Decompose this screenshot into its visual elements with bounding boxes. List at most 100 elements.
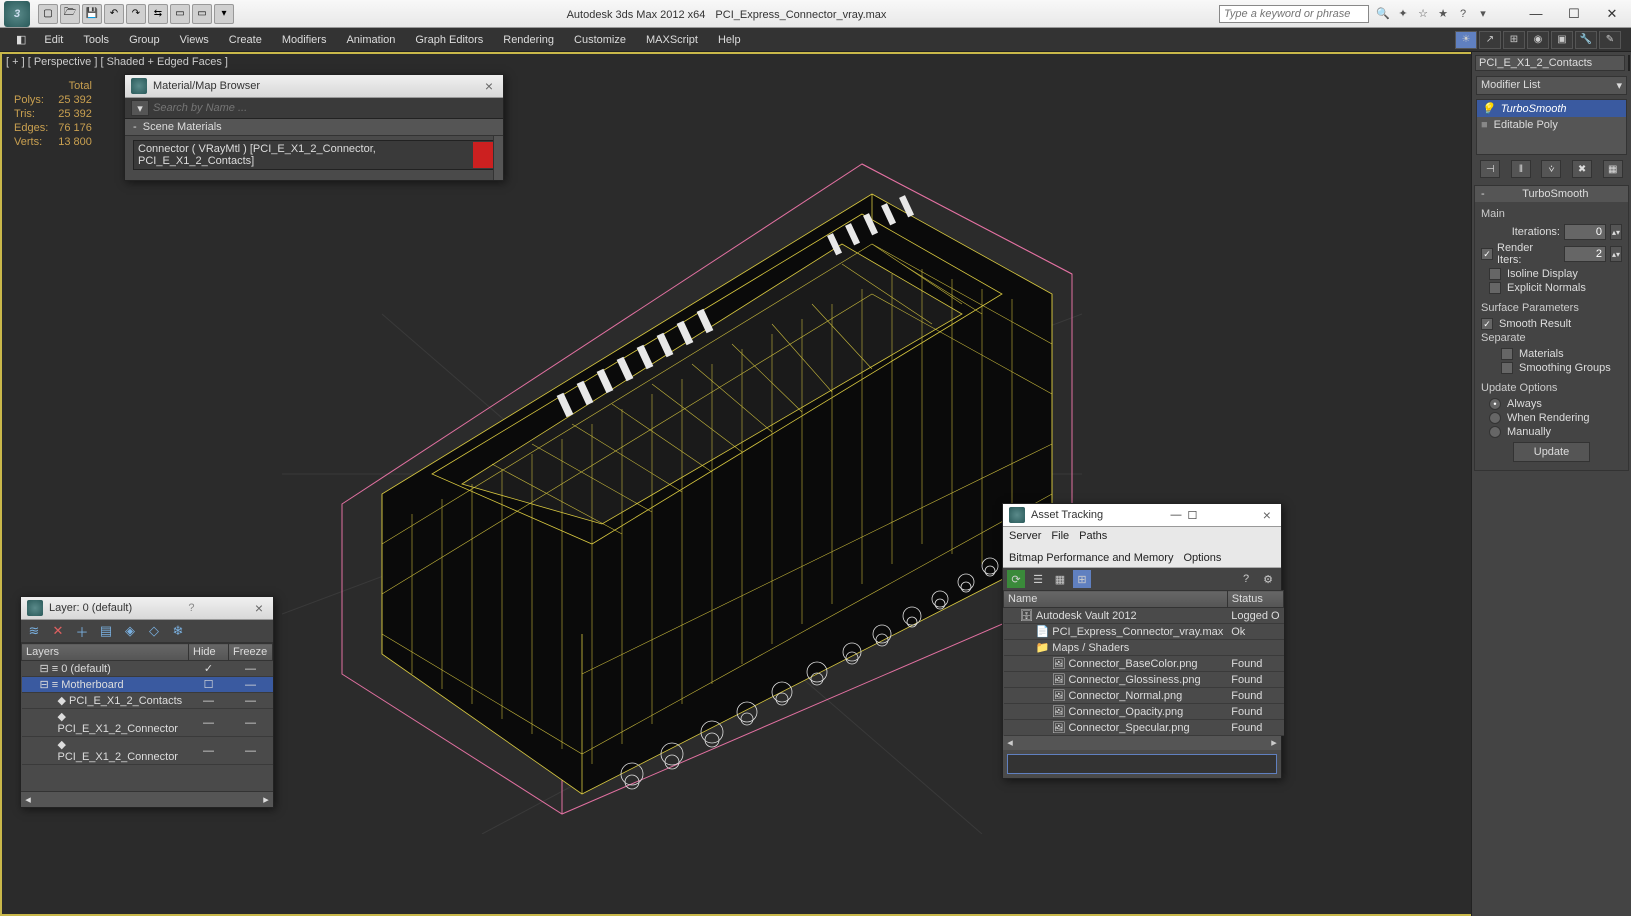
render-iters-spinner[interactable]: 2 [1564, 246, 1606, 262]
col-layers[interactable]: Layers [22, 644, 189, 661]
layer-row[interactable]: ◆ PCI_E_X1_2_Contacts—— [22, 693, 273, 709]
layer-panel-close-icon[interactable]: × [251, 600, 267, 616]
material-item[interactable]: Connector ( VRayMtl ) [PCI_E_X1_2_Connec… [133, 140, 495, 170]
smoothing-groups-checkbox[interactable] [1501, 362, 1513, 374]
rollout-header[interactable]: - TurboSmooth [1475, 186, 1628, 202]
asset-row[interactable]: 🗄 Autodesk Vault 2012Logged O [1004, 608, 1284, 624]
tab-hierarchy-icon[interactable]: ⊞ [1503, 31, 1525, 49]
material-browser-titlebar[interactable]: Material/Map Browser × [125, 75, 503, 98]
asset-minimize-icon[interactable]: — [1171, 509, 1182, 521]
object-color-swatch[interactable] [1628, 55, 1630, 71]
list-icon[interactable]: ☰ [1029, 570, 1047, 588]
modifier-list-dropdown[interactable]: Modifier List▾ [1476, 76, 1627, 95]
tab-motion-icon[interactable]: ◉ [1527, 31, 1549, 49]
iterations-spinner[interactable]: 0 [1564, 224, 1606, 240]
tab-modify-icon[interactable]: ↗ [1479, 31, 1501, 49]
modifier-item-turbosmooth[interactable]: 💡 TurboSmooth [1477, 100, 1626, 117]
asset-maximize-icon[interactable]: ☐ [1188, 509, 1198, 522]
grid-small-icon[interactable]: ▦ [1051, 570, 1069, 588]
asset-help-icon[interactable]: ? [1237, 570, 1255, 588]
hide-layer-icon[interactable]: ◇ [145, 622, 163, 640]
show-end-icon[interactable]: ‖ [1511, 160, 1531, 178]
asset-row[interactable]: 🖼 Connector_Opacity.pngFound [1004, 704, 1284, 720]
modifier-stack[interactable]: 💡 TurboSmooth ■ Editable Poly [1476, 99, 1627, 155]
search-options-dropdown[interactable]: ▾ [131, 100, 149, 116]
asset-row[interactable]: 🖼 Connector_BaseColor.pngFound [1004, 656, 1284, 672]
qat-link-icon[interactable]: ⇆ [148, 4, 168, 24]
menu-rendering[interactable]: Rendering [493, 31, 564, 49]
material-browser-close-icon[interactable]: × [481, 78, 497, 94]
qat-save-icon[interactable]: 💾 [82, 4, 102, 24]
tab-display-icon[interactable]: ▣ [1551, 31, 1573, 49]
asset-row[interactable]: 🖼 Connector_Specular.pngFound [1004, 720, 1284, 736]
grid-large-icon[interactable]: ⊞ [1073, 570, 1091, 588]
configure-icon[interactable]: ▦ [1603, 160, 1623, 178]
asset-scroll-right-icon[interactable]: ▸ [1267, 736, 1281, 750]
menu-app-icon[interactable]: ◧ [10, 33, 32, 46]
key-icon[interactable]: ✦ [1395, 6, 1411, 22]
asset-row[interactable]: 🖼 Connector_Normal.pngFound [1004, 688, 1284, 704]
tab-utilities-icon[interactable]: 🔧 [1575, 31, 1597, 49]
asset-horizontal-scrollbar[interactable]: ◂ ▸ [1003, 736, 1281, 750]
remove-mod-icon[interactable]: ✖ [1572, 160, 1592, 178]
menu-tools[interactable]: Tools [73, 31, 119, 49]
object-name-input[interactable] [1475, 55, 1625, 71]
layer-row[interactable]: ◆ PCI_E_X1_2_Connector—— [22, 709, 273, 737]
scroll-right-icon[interactable]: ▸ [259, 793, 273, 806]
asset-settings-icon[interactable]: ⚙ [1259, 570, 1277, 588]
scroll-left-icon[interactable]: ◂ [21, 793, 35, 806]
update-button[interactable]: Update [1513, 442, 1590, 462]
qat-more-icon[interactable]: ▾ [214, 4, 234, 24]
menu-help[interactable]: Help [708, 31, 751, 49]
qat-view2-icon[interactable]: ▭ [192, 4, 212, 24]
asset-panel-titlebar[interactable]: Asset Tracking — ☐ × [1003, 504, 1281, 527]
qat-new-icon[interactable]: ▢ [38, 4, 58, 24]
favorite-icon[interactable]: ★ [1435, 6, 1451, 22]
new-layer-icon[interactable]: ≋ [25, 622, 43, 640]
qat-open-icon[interactable]: 🗁 [60, 4, 80, 24]
asset-menu-bitmap-performance-and-memory[interactable]: Bitmap Performance and Memory [1009, 552, 1173, 564]
qat-redo-icon[interactable]: ↷ [126, 4, 146, 24]
isoline-checkbox[interactable] [1489, 268, 1501, 280]
asset-menu-server[interactable]: Server [1009, 530, 1041, 542]
menu-modifiers[interactable]: Modifiers [272, 31, 337, 49]
menu-edit[interactable]: Edit [34, 31, 73, 49]
help-dropdown-icon[interactable]: ▾ [1475, 6, 1491, 22]
radio-manually[interactable] [1489, 426, 1501, 438]
radio-always[interactable]: • [1489, 398, 1501, 410]
menu-create[interactable]: Create [219, 31, 272, 49]
star-icon[interactable]: ☆ [1415, 6, 1431, 22]
close-button[interactable]: ✕ [1593, 2, 1631, 26]
freeze-layer-icon[interactable]: ❄ [169, 622, 187, 640]
menu-graph-editors[interactable]: Graph Editors [405, 31, 493, 49]
tab-extra-icon[interactable]: ✎ [1599, 31, 1621, 49]
col-freeze[interactable]: Freeze [229, 644, 273, 661]
pin-stack-icon[interactable]: ⊣ [1480, 160, 1500, 178]
help-search-input[interactable] [1219, 5, 1369, 23]
modifier-item-editable-poly[interactable]: ■ Editable Poly [1477, 117, 1626, 133]
materials-checkbox[interactable] [1501, 348, 1513, 360]
add-to-layer-icon[interactable]: ＋ [73, 622, 91, 640]
menu-maxscript[interactable]: MAXScript [636, 31, 708, 49]
layer-panel-titlebar[interactable]: Layer: 0 (default) ? × [21, 597, 273, 620]
asset-filter-input[interactable] [1007, 754, 1277, 774]
asset-menu-file[interactable]: File [1051, 530, 1069, 542]
menu-animation[interactable]: Animation [336, 31, 405, 49]
asset-close-icon[interactable]: × [1259, 507, 1275, 523]
material-scrollbar[interactable] [493, 136, 503, 180]
explicit-checkbox[interactable] [1489, 282, 1501, 294]
help-icon[interactable]: ? [1455, 6, 1471, 22]
asset-row[interactable]: 🖼 Connector_Glossiness.pngFound [1004, 672, 1284, 688]
minimize-button[interactable]: — [1517, 2, 1555, 26]
asset-row[interactable]: 📄 PCI_Express_Connector_vray.maxOk [1004, 624, 1284, 640]
smooth-result-checkbox[interactable]: ✓ [1481, 318, 1493, 330]
layer-help-icon[interactable]: ? [188, 602, 194, 614]
col-hide[interactable]: Hide [189, 644, 229, 661]
render-iters-checkbox[interactable]: ✓ [1481, 248, 1493, 260]
qat-undo-icon[interactable]: ↶ [104, 4, 124, 24]
maximize-button[interactable]: ☐ [1555, 2, 1593, 26]
asset-row[interactable]: 📁 Maps / Shaders [1004, 640, 1284, 656]
radio-rendering[interactable] [1489, 412, 1501, 424]
layer-row[interactable]: ⊟ ≡ 0 (default)✓— [22, 661, 273, 677]
layer-horizontal-scrollbar[interactable]: ◂ ▸ [21, 791, 273, 807]
